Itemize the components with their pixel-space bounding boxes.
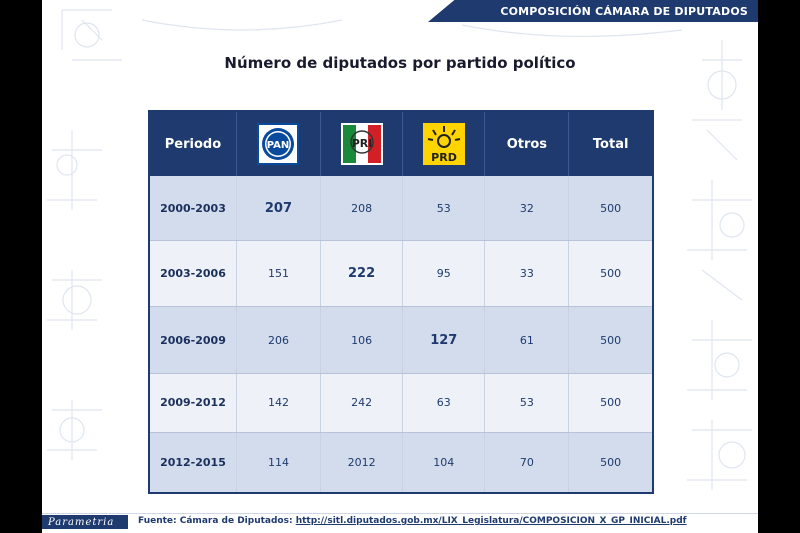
- pri-logo-text: PRI: [351, 137, 372, 150]
- cell-pri: 222: [320, 240, 404, 308]
- cell-prd: 127: [402, 306, 486, 374]
- header-banner-text: COMPOSICIÓN CÁMARA DE DIPUTADOS: [500, 4, 748, 18]
- source-label: Fuente: Cámara de Diputados:: [138, 516, 293, 526]
- slide: COMPOSICIÓN CÁMARA DE DIPUTADOS Número d…: [42, 0, 758, 533]
- cell-pri: 242: [320, 373, 404, 433]
- pri-logo-icon: PRI: [340, 123, 383, 165]
- cell-total: 500: [568, 373, 653, 433]
- column-header-period: Periodo: [149, 111, 237, 176]
- cell-prd: 53: [402, 176, 486, 241]
- cell-otros: 70: [484, 432, 570, 494]
- cell-pan: 151: [236, 240, 321, 308]
- prd-logo-icon: PRD: [422, 123, 465, 165]
- cell-pan: 206: [236, 306, 321, 374]
- column-header-prd: PRD: [402, 111, 486, 176]
- footer: Parametria Fuente: Cámara de Diputados: …: [42, 513, 758, 533]
- column-header-pri: PRI: [320, 111, 404, 176]
- cell-otros: 33: [484, 240, 570, 308]
- background-pattern: [47, 9, 752, 490]
- column-header-otros: Otros: [484, 111, 570, 176]
- source-citation: Fuente: Cámara de Diputados: http://sitl…: [138, 516, 687, 526]
- cell-prd: 95: [402, 240, 486, 308]
- cell-otros: 32: [484, 176, 570, 241]
- cell-prd: 104: [402, 432, 486, 494]
- cell-period: 2006-2009: [149, 306, 237, 374]
- cell-period: 2003-2006: [149, 240, 237, 308]
- cell-total: 500: [568, 240, 653, 308]
- table-row: 2006-2009 206 106 127 61 500: [149, 306, 653, 374]
- deputies-table: Periodo PAN: [148, 110, 654, 494]
- table-header-row: Periodo PAN: [149, 111, 653, 176]
- cell-otros: 53: [484, 373, 570, 433]
- cell-pan: 142: [236, 373, 321, 433]
- prd-logo-text: PRD: [431, 151, 457, 164]
- cell-period: 2000-2003: [149, 176, 237, 241]
- cell-total: 500: [568, 176, 653, 241]
- table-row: 2012-2015 114 2012 104 70 500: [149, 432, 653, 494]
- cell-otros: 61: [484, 306, 570, 374]
- header-banner: COMPOSICIÓN CÁMARA DE DIPUTADOS: [428, 0, 758, 22]
- table-row: 2009-2012 142 242 63 53 500: [149, 373, 653, 433]
- page-title: Número de diputados por partido político: [224, 54, 576, 72]
- source-link[interactable]: http://sitl.diputados.gob.mx/LIX_Legisla…: [295, 516, 687, 526]
- pan-logo-icon: PAN: [257, 123, 300, 165]
- cell-pri: 106: [320, 306, 404, 374]
- column-header-pan: PAN: [236, 111, 321, 176]
- table-row: 2003-2006 151 222 95 33 500: [149, 240, 653, 308]
- table-row: 2000-2003 207 208 53 32 500: [149, 176, 653, 241]
- cell-total: 500: [568, 432, 653, 494]
- cell-total: 500: [568, 306, 653, 374]
- cell-pan: 114: [236, 432, 321, 494]
- pan-logo-text: PAN: [267, 140, 290, 151]
- footer-divider: [42, 513, 758, 514]
- cell-period: 2009-2012: [149, 373, 237, 433]
- cell-pan: 207: [236, 176, 321, 241]
- cell-pri: 2012: [320, 432, 404, 494]
- cell-period: 2012-2015: [149, 432, 237, 494]
- column-header-total: Total: [568, 111, 653, 176]
- cell-prd: 63: [402, 373, 486, 433]
- brand-logo: Parametria: [42, 515, 128, 529]
- cell-pri: 208: [320, 176, 404, 241]
